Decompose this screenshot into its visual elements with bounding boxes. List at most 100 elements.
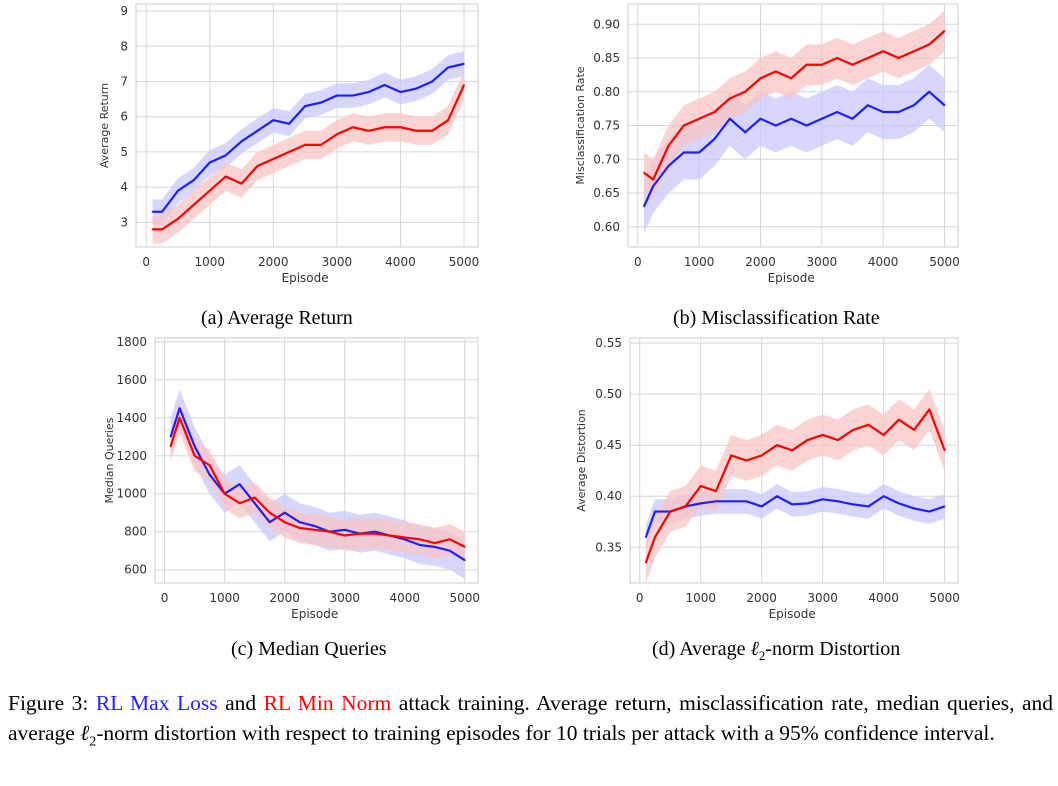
data-point [351,94,354,97]
data-point [304,105,306,107]
y-tick-label: 0.50 [595,387,622,401]
data-point [288,122,291,125]
data-point [667,165,670,167]
data-point [161,210,163,213]
data-point [415,129,418,132]
data-point [775,70,777,73]
legend-rl-min-norm: RL Min Norm [263,691,392,715]
data-point [448,549,451,552]
y-tick-label: 0.40 [595,489,622,503]
data-point [223,492,226,495]
data-point [943,104,946,107]
data-point [320,144,322,146]
data-point [463,84,465,86]
x-tick-label: 1000 [209,591,240,605]
data-point [177,189,179,192]
data-point [882,50,884,53]
data-point [463,546,466,548]
data-point [288,151,291,153]
data-point [447,66,449,69]
data-point [240,140,243,143]
y-tick-label: 1800 [116,335,147,349]
x-tick-label: 0 [636,591,644,605]
ell-symbol: ℓ [750,638,759,660]
figure-caption: Figure 3: RL Max Loss and RL Min Norm at… [8,688,1053,757]
data-point [383,84,386,86]
x-tick-label: 3000 [329,591,360,605]
data-point [943,505,946,508]
subcaption-a: (a) Average Return [201,307,353,329]
subcaption-b: (b) Misclassification Rate [673,307,880,329]
y-axis-label: Median Queries [103,417,116,503]
charts-canvas: 0 1000 2000 3000 4000 5000 3 4 5 6 7 8 9 Episode Avera… [98,3,960,621]
y-tick-label: 0.45 [595,438,622,452]
data-point [713,111,716,113]
data-point [256,129,259,132]
data-point [193,454,196,457]
data-point [161,228,163,231]
data-point [730,454,733,457]
data-point [790,117,792,120]
data-point [238,483,241,486]
data-point [169,445,172,448]
data-point [867,423,870,426]
y-tick-label: 800 [124,525,147,539]
data-point [729,117,731,120]
data-point [852,503,854,506]
data-point [729,97,731,100]
x-tick-label: 1000 [685,591,716,605]
data-point [698,117,700,120]
data-point [760,454,763,457]
confidence-band-rl-min-norm [152,70,465,244]
data-point [418,544,421,546]
data-point [178,407,181,410]
x-tick-label: 2000 [258,255,289,269]
y-tick-label: 0.90 [593,17,620,31]
data-point [851,117,854,120]
data-point [928,408,931,411]
data-point [193,179,195,181]
data-point [463,63,465,65]
data-point [403,536,406,539]
x-tick-label: 4000 [868,591,899,605]
data-point [897,111,900,113]
data-point [304,144,306,146]
data-point [928,43,930,46]
data-point [667,144,670,147]
data-point [882,495,885,498]
data-point [343,534,346,537]
data-point [383,126,386,129]
data-point [336,94,338,97]
confidence-band-rl-min-norm [170,402,465,563]
data-point [373,530,376,533]
data-point [208,473,211,476]
data-point [760,505,763,508]
y-tick-label: 0.85 [593,51,620,65]
data-point [836,57,838,59]
x-tick-label: 3000 [807,591,838,605]
data-point [645,561,647,564]
data-point [268,521,271,524]
data-point [399,91,402,93]
data-point [943,449,946,452]
data-point [336,133,338,136]
data-point [744,131,746,134]
data-point [433,546,436,548]
y-tick-label: 6 [120,110,128,124]
data-point [431,129,434,132]
data-point [654,510,656,513]
data-point [913,50,915,53]
y-tick-label: 1600 [116,373,147,387]
data-point [358,532,361,535]
y-tick-label: 0.35 [595,540,622,554]
y-tick-label: 0.75 [593,119,620,133]
ell-subscript: 2 [89,734,97,750]
data-point [745,500,748,503]
confidence-band-rl-max-loss [152,51,465,225]
y-tick-label: 0.60 [593,220,620,234]
data-point [852,429,854,431]
y-tick-label: 3 [120,215,128,229]
data-point [821,63,823,66]
x-axis-label: Episode [282,271,329,285]
